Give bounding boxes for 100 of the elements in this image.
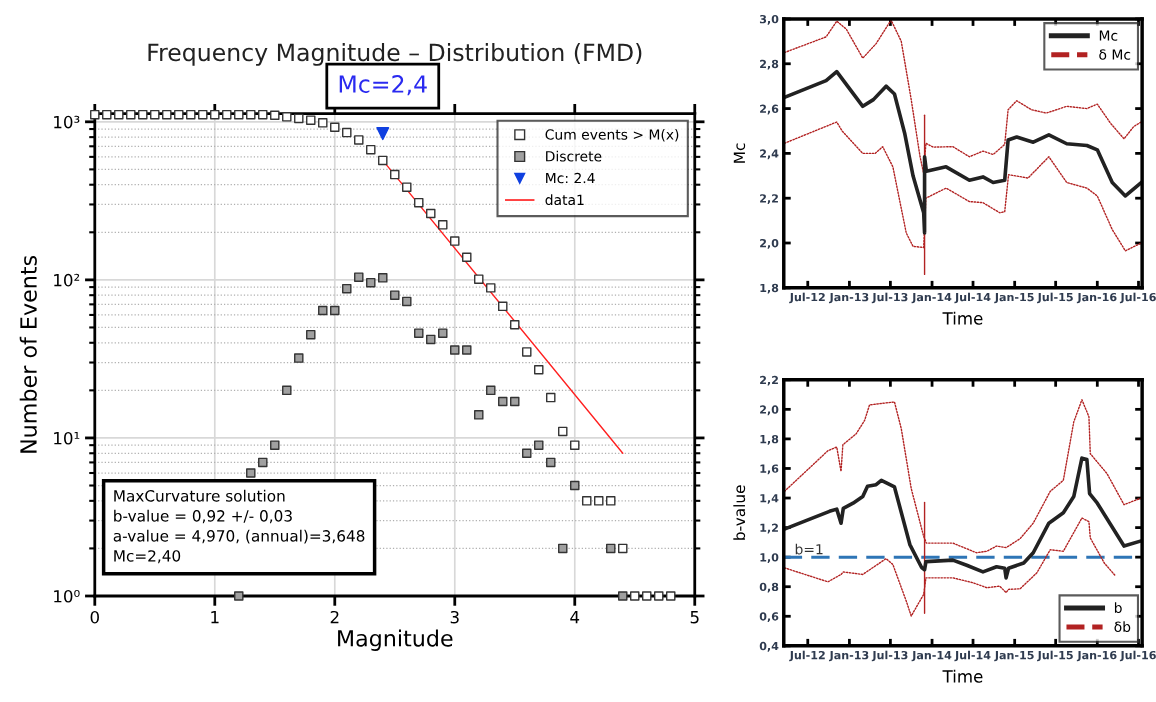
point [534, 365, 544, 375]
x-tick-label: Jan-14 [911, 293, 952, 304]
chart-title: Frequency Magnitude – Distribution (FMD) [148, 43, 642, 66]
point [306, 115, 316, 125]
point [318, 305, 328, 316]
point [522, 448, 532, 458]
point [606, 543, 616, 554]
point [234, 109, 244, 120]
point [126, 109, 136, 120]
point [618, 543, 628, 554]
y-tick-label: 2,0 [760, 238, 779, 249]
point [366, 277, 376, 288]
y-tick-label: 2,4 [760, 149, 779, 160]
point [546, 392, 556, 403]
y-tick-label: 2,2 [760, 375, 778, 386]
legend-label: data1 [545, 194, 584, 206]
y-tick-label: 1,2 [760, 523, 778, 534]
y-tick-label: 10³ [54, 115, 80, 129]
x-tick-label: Jan-14 [911, 651, 952, 662]
y-tick-label: 1,6 [760, 464, 779, 475]
point [498, 396, 508, 407]
point [366, 144, 376, 155]
y-tick-label: 0,6 [759, 612, 779, 623]
point [510, 396, 520, 407]
point [666, 591, 676, 601]
x-tick-label: Jan-16 [1076, 650, 1117, 662]
point [210, 109, 220, 120]
point [546, 457, 556, 468]
point [376, 127, 390, 141]
legend-label: Mc: 2.4 [546, 172, 595, 184]
y-tick-label: 1,0 [760, 553, 779, 563]
x-tick-label: Jan-13 [828, 650, 869, 662]
point [402, 182, 412, 192]
x-tick-label: Jul-13 [871, 292, 908, 304]
point [438, 220, 448, 230]
point [246, 109, 256, 120]
x-tick-label: Jul-12 [789, 292, 825, 304]
point [558, 426, 568, 437]
point [474, 410, 484, 420]
point [414, 197, 424, 208]
line-series [783, 69, 1143, 235]
point [522, 347, 532, 357]
y-tick-label: 1,8 [760, 434, 779, 445]
legend-label: b [1114, 602, 1122, 614]
point [270, 440, 280, 450]
line-series [783, 456, 1143, 580]
ref-line-label: b=1 [795, 543, 823, 555]
point [342, 283, 352, 294]
point [114, 109, 124, 120]
point [390, 290, 400, 300]
y-tick-label: 0,8 [759, 582, 779, 593]
point [582, 496, 592, 506]
point [162, 109, 172, 120]
y-tick-label: 2,0 [760, 405, 779, 416]
point [570, 480, 580, 491]
y-tick-label: 10¹ [54, 431, 80, 445]
point [150, 109, 160, 120]
y-tick-label: 3,0 [759, 14, 779, 25]
point [342, 127, 352, 138]
point [426, 208, 436, 219]
y-tick-label: 2,6 [760, 104, 779, 115]
y-tick-label: 1,8 [760, 283, 779, 294]
point [498, 301, 508, 312]
x-tick-label: Jan-16 [1076, 292, 1117, 304]
x-axis-title: Magnitude [338, 629, 453, 651]
point [378, 155, 388, 166]
point [570, 440, 580, 450]
point [450, 236, 460, 246]
point [402, 296, 412, 307]
point [486, 283, 496, 293]
point [606, 496, 616, 506]
point [138, 109, 148, 120]
y-axis-title: Number of Events [19, 255, 37, 453]
legend-label: Mc [1099, 30, 1118, 41]
point [438, 328, 448, 338]
point [318, 118, 328, 128]
x-tick-label: Jan-13 [828, 292, 869, 304]
point [234, 591, 244, 601]
x-tick-label: Jan-15 [994, 651, 1034, 662]
point [654, 591, 664, 601]
x-tick-label: Jul-15 [1037, 292, 1073, 304]
x-tick-label: Jul-16 [1119, 292, 1156, 304]
point [426, 334, 436, 345]
point [618, 591, 628, 601]
point [558, 543, 568, 554]
x-tick-label: Jul-12 [789, 650, 825, 662]
point [474, 274, 484, 284]
point [174, 109, 184, 120]
y-axis-title: b-value [733, 485, 746, 540]
point [270, 110, 280, 121]
point [486, 385, 496, 396]
legend-label: Discrete [546, 150, 602, 162]
point [330, 305, 340, 316]
x-tick-label: 0 [90, 610, 99, 624]
point [222, 109, 232, 120]
x-tick-label: Jul-16 [1119, 650, 1156, 662]
point [306, 329, 316, 340]
point [390, 169, 400, 180]
point [294, 353, 304, 363]
x-tick-label: 3 [450, 610, 459, 624]
